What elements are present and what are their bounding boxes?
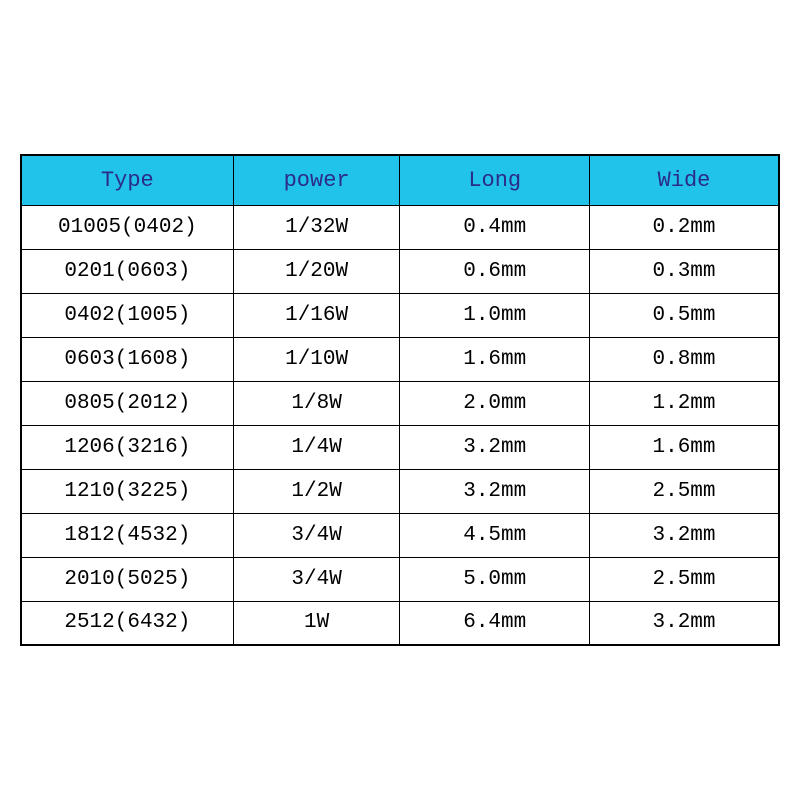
cell-power: 1/10W bbox=[233, 337, 400, 381]
column-header-type: Type bbox=[21, 155, 233, 205]
cell-type: 0805(2012) bbox=[21, 381, 233, 425]
cell-long: 0.6mm bbox=[400, 249, 590, 293]
table-row: 1206(3216) 1/4W 3.2mm 1.6mm bbox=[21, 425, 779, 469]
cell-power: 1/20W bbox=[233, 249, 400, 293]
table-header-row: Type power Long Wide bbox=[21, 155, 779, 205]
cell-type: 2010(5025) bbox=[21, 557, 233, 601]
column-header-wide: Wide bbox=[589, 155, 779, 205]
table-row: 0201(0603) 1/20W 0.6mm 0.3mm bbox=[21, 249, 779, 293]
table-row: 0402(1005) 1/16W 1.0mm 0.5mm bbox=[21, 293, 779, 337]
table-row: 1812(4532) 3/4W 4.5mm 3.2mm bbox=[21, 513, 779, 557]
cell-long: 0.4mm bbox=[400, 205, 590, 249]
cell-wide: 2.5mm bbox=[589, 469, 779, 513]
table-row: 0805(2012) 1/8W 2.0mm 1.2mm bbox=[21, 381, 779, 425]
cell-long: 1.0mm bbox=[400, 293, 590, 337]
cell-long: 2.0mm bbox=[400, 381, 590, 425]
cell-power: 1/2W bbox=[233, 469, 400, 513]
cell-power: 1/32W bbox=[233, 205, 400, 249]
cell-power: 1W bbox=[233, 601, 400, 645]
table-body: 01005(0402) 1/32W 0.4mm 0.2mm 0201(0603)… bbox=[21, 205, 779, 645]
cell-power: 3/4W bbox=[233, 513, 400, 557]
cell-long: 1.6mm bbox=[400, 337, 590, 381]
cell-type: 2512(6432) bbox=[21, 601, 233, 645]
spec-table-container: Type power Long Wide 01005(0402) 1/32W 0… bbox=[20, 154, 780, 646]
cell-wide: 0.3mm bbox=[589, 249, 779, 293]
cell-power: 3/4W bbox=[233, 557, 400, 601]
cell-long: 3.2mm bbox=[400, 469, 590, 513]
cell-power: 1/4W bbox=[233, 425, 400, 469]
cell-type: 1210(3225) bbox=[21, 469, 233, 513]
cell-wide: 3.2mm bbox=[589, 601, 779, 645]
cell-wide: 0.5mm bbox=[589, 293, 779, 337]
cell-long: 6.4mm bbox=[400, 601, 590, 645]
column-header-power: power bbox=[233, 155, 400, 205]
spec-table: Type power Long Wide 01005(0402) 1/32W 0… bbox=[20, 154, 780, 646]
table-row: 0603(1608) 1/10W 1.6mm 0.8mm bbox=[21, 337, 779, 381]
cell-type: 1206(3216) bbox=[21, 425, 233, 469]
cell-power: 1/8W bbox=[233, 381, 400, 425]
cell-type: 1812(4532) bbox=[21, 513, 233, 557]
cell-wide: 1.6mm bbox=[589, 425, 779, 469]
column-header-long: Long bbox=[400, 155, 590, 205]
cell-type: 0603(1608) bbox=[21, 337, 233, 381]
cell-type: 01005(0402) bbox=[21, 205, 233, 249]
cell-wide: 1.2mm bbox=[589, 381, 779, 425]
cell-wide: 2.5mm bbox=[589, 557, 779, 601]
cell-wide: 0.8mm bbox=[589, 337, 779, 381]
cell-power: 1/16W bbox=[233, 293, 400, 337]
table-row: 1210(3225) 1/2W 3.2mm 2.5mm bbox=[21, 469, 779, 513]
cell-wide: 3.2mm bbox=[589, 513, 779, 557]
cell-long: 3.2mm bbox=[400, 425, 590, 469]
table-row: 2010(5025) 3/4W 5.0mm 2.5mm bbox=[21, 557, 779, 601]
table-row: 01005(0402) 1/32W 0.4mm 0.2mm bbox=[21, 205, 779, 249]
cell-long: 4.5mm bbox=[400, 513, 590, 557]
cell-wide: 0.2mm bbox=[589, 205, 779, 249]
cell-long: 5.0mm bbox=[400, 557, 590, 601]
table-header: Type power Long Wide bbox=[21, 155, 779, 205]
cell-type: 0402(1005) bbox=[21, 293, 233, 337]
cell-type: 0201(0603) bbox=[21, 249, 233, 293]
table-row: 2512(6432) 1W 6.4mm 3.2mm bbox=[21, 601, 779, 645]
